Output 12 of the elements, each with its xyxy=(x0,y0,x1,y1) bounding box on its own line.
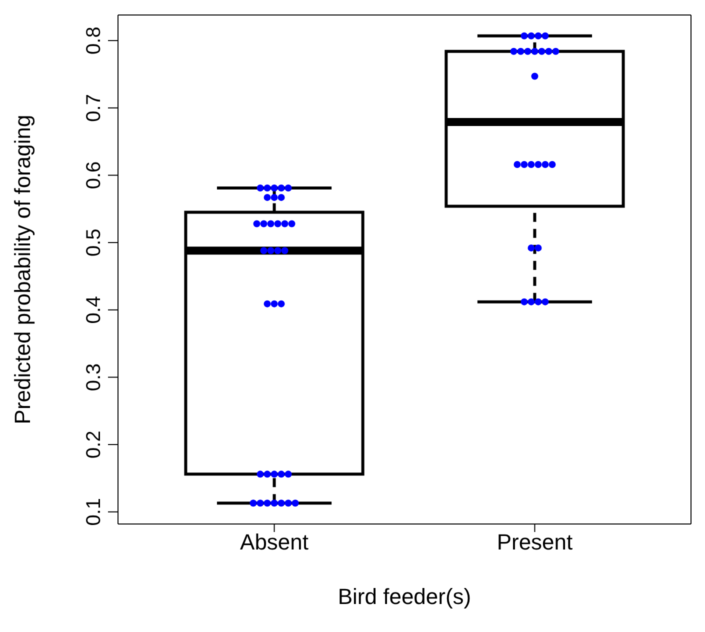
x-tick-label: Present xyxy=(496,530,573,555)
x-tick-label: Absent xyxy=(240,530,309,555)
y-tick-label: 0.3 xyxy=(83,363,105,392)
x-axis-title: Bird feeder(s) xyxy=(338,584,472,609)
y-tick-label: 0.8 xyxy=(83,26,105,54)
y-tick-label: 0.2 xyxy=(83,430,105,458)
y-tick-label: 0.7 xyxy=(83,94,105,122)
y-tick-label: 0.5 xyxy=(83,228,105,256)
y-tick-label: 0.4 xyxy=(83,296,105,324)
y-tick-label: 0.6 xyxy=(83,161,105,190)
y-axis-title: Predicted probability of foraging xyxy=(10,114,35,424)
y-tick-label: 0.1 xyxy=(83,498,105,526)
